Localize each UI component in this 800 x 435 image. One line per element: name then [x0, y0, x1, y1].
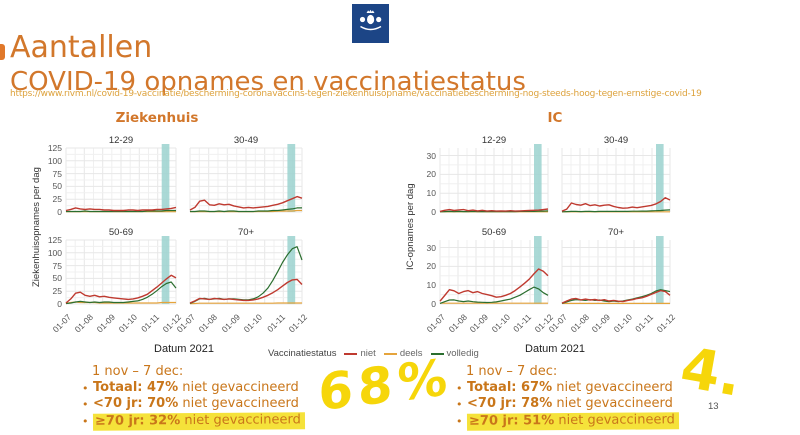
panel-title: 50-69: [108, 227, 134, 238]
x-axis-ticks: 01-07 01-08 01-09 01-10 01-11 01-12: [174, 312, 310, 335]
y-axis-ticks: 0 25 50 75 100 125: [47, 143, 62, 217]
note-item-over70-highlighted: • ≥70 jr: 32% niet gevaccineerd: [82, 411, 342, 430]
chart-panel-ic-50-69: 50-69 0 10 20 30 01-07 01-08 01-09 01-10 01-11 0…: [425, 227, 555, 334]
volledig-line-swatch: [430, 352, 444, 355]
ziekenhuis-x-axis-label: Datum 2021: [154, 343, 214, 355]
line-plot: [65, 236, 177, 305]
y-axis-ticks: 0 10 20 30: [426, 150, 436, 217]
panel-title: 30-49: [603, 135, 629, 146]
legend-item-label: volledig: [446, 348, 479, 359]
chart-panel-ziekenhuis-50-69: 50-69 0 25 50 75 100 125 01-07 01-08 01-09 01-10…: [48, 227, 183, 334]
panel-title: 70+: [607, 227, 625, 238]
ziekenhuis-summary-notes: 1 nov – 7 dec: • Totaal: 47% niet gevacc…: [82, 364, 342, 430]
panel-title: 50-69: [481, 227, 507, 238]
line-plot: [189, 144, 303, 213]
bullet-icon: •: [82, 381, 89, 395]
note-item-totaal: • Totaal: 47% niet gevaccineerd: [82, 379, 299, 395]
legend-item-deels: deels: [383, 348, 423, 359]
note-period: 1 nov – 7 dec:: [92, 364, 184, 379]
chart-panel-ziekenhuis-70plus: 70+ 01-07 01-08 01-09 01-10 01-11 01-12: [175, 227, 309, 334]
x-axis-ticks: 01-07 01-08 01-09 01-10 01-11 01-12: [50, 312, 184, 335]
y-axis-ticks: [534, 148, 558, 212]
y-axis-ticks: [162, 148, 186, 212]
page-subtitle: COVID-19 opnames en vaccinatiestatus: [10, 66, 526, 97]
y-axis-ticks: 0 25 50 75 100 125: [47, 235, 62, 309]
line-plot: [561, 144, 671, 213]
line-plot: [189, 236, 303, 305]
page-number: 13: [708, 401, 719, 412]
deels-line-swatch: [383, 352, 397, 355]
note-item-under70: • <70 jr: 70% niet gevaccineerd: [82, 396, 299, 411]
legend-item-volledig: volledig: [430, 348, 479, 359]
legend-title: Vaccinatiestatus: [268, 348, 337, 359]
note-item-under70: • <70 jr: 78% niet gevaccineerd: [456, 396, 673, 411]
y-axis-ticks: [162, 240, 186, 304]
line-plot: [439, 236, 549, 305]
note-period: 1 nov – 7 dec:: [466, 364, 558, 379]
legend-item-label: niet: [360, 348, 376, 359]
panel-title: 12-29: [481, 135, 507, 146]
bullet-icon: •: [82, 398, 89, 411]
rijksoverheid-logo: [352, 4, 389, 43]
legend-item-label: deels: [399, 348, 423, 359]
y-axis-ticks: 0 10 20 30: [426, 242, 436, 309]
line-plot: [65, 144, 177, 213]
chart-panel-ic-30-49: 30-49: [561, 135, 671, 213]
ic-group-heading: IC: [547, 110, 563, 126]
chart-panel-ziekenhuis-30-49: 30-49: [189, 135, 303, 213]
bullet-icon: •: [456, 398, 463, 411]
panel-title: 12-29: [108, 135, 134, 146]
chart-panel-ic-70plus: 70+ 01-07 01-08 01-09 01-10 01-11 01-12: [547, 227, 677, 334]
chart-panel-ziekenhuis-12-29: 12-29 0 25 50 75 100 125: [48, 135, 177, 217]
panel-title: 70+: [237, 227, 255, 238]
ic-summary-notes: 1 nov – 7 dec: • Totaal: 67% niet gevacc…: [456, 364, 716, 430]
page-title: Aantallen: [10, 30, 153, 66]
ziekenhuis-group-heading: Ziekenhuis: [115, 110, 199, 126]
x-axis-ticks: 01-07 01-08 01-09 01-10 01-11 01-12: [424, 312, 556, 335]
line-plot: [561, 236, 671, 305]
niet-line-swatch: [344, 352, 358, 355]
bullet-icon: •: [82, 414, 89, 428]
chart-panel-ic-12-29: 12-29 0 10 20 30: [427, 135, 549, 217]
x-axis-ticks: 01-07 01-08 01-09 01-10 01-11 01-12: [546, 312, 678, 335]
panel-title: 30-49: [233, 135, 259, 146]
bullet-icon: •: [456, 414, 463, 428]
note-item-over70-highlighted: • ≥70 jr: 51% niet gevaccineerd: [456, 411, 716, 430]
note-item-totaal: • Totaal: 67% niet gevaccineerd: [456, 379, 673, 395]
y-axis-ticks: [534, 240, 558, 304]
legend-item-niet: niet: [344, 348, 376, 359]
edge-accent-mark: [0, 44, 5, 60]
handwritten-yellow-annotation-right: 4.: [675, 335, 747, 410]
ic-x-axis-label: Datum 2021: [525, 343, 585, 355]
line-plot: [439, 144, 549, 213]
rijksoverheid-crest-icon: [352, 4, 389, 43]
source-link[interactable]: https://www.rivm.nl/covid-19-vaccinatie/…: [10, 89, 702, 99]
bullet-icon: •: [456, 381, 463, 395]
legend: Vaccinatiestatus niet deels volledig: [268, 348, 479, 359]
